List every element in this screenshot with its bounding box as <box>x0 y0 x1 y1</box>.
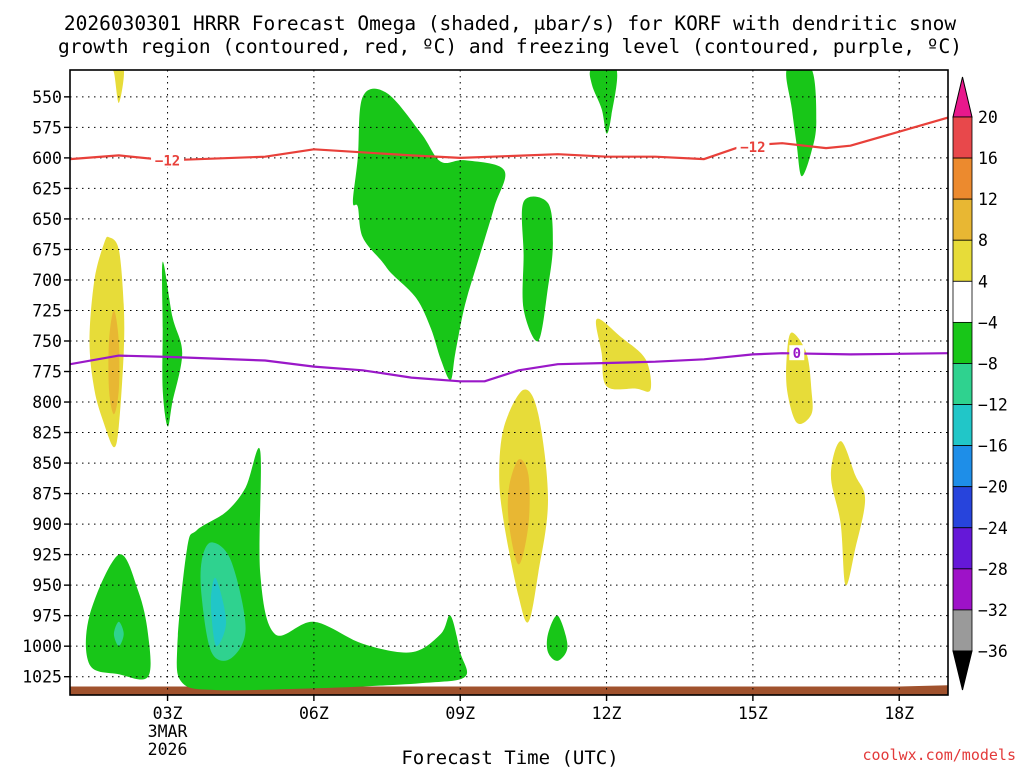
omega-region-1 <box>589 70 618 134</box>
contour-lines: −12 −12 0 <box>70 116 948 383</box>
colorbar-top-arrow <box>952 76 973 118</box>
colorbar: 20 16 12 8 4 −4 −8 −12 −16 −20 −24 −28 −32 −36 <box>952 76 1008 691</box>
colorbar-bin-11 <box>952 568 973 611</box>
omega-region-0 <box>112 70 125 104</box>
colorbar-bin-6 <box>952 363 973 405</box>
y-tick-label: 750 <box>32 332 62 351</box>
omega-region-11 <box>507 459 530 565</box>
colorbar-label: −36 <box>978 642 1008 661</box>
contour-line-1 <box>70 352 948 383</box>
colorbar-label: −24 <box>978 519 1008 538</box>
y-tick-label: 725 <box>32 301 62 320</box>
omega-region-15 <box>210 577 227 647</box>
x-tick-sublabel: 2026 <box>148 740 188 759</box>
x-tick-label: 18Z <box>884 704 914 723</box>
y-tick-label: 775 <box>32 363 62 382</box>
colorbar-bin-12 <box>952 609 973 652</box>
y-tick-label: 700 <box>32 271 62 290</box>
y-tick-label: 650 <box>32 210 62 229</box>
chart-title-line-2: growth region (contoured, red, ºC) and f… <box>58 35 962 58</box>
omega-region-7 <box>161 261 183 427</box>
omega-region-14 <box>200 542 246 661</box>
x-axis-title: Forecast Time (UTC) <box>401 747 618 768</box>
colorbar-label: 16 <box>978 149 998 168</box>
y-tick-label: 575 <box>32 118 62 137</box>
omega-region-16 <box>85 554 151 680</box>
colorbar-label: −32 <box>978 601 1008 620</box>
y-tick-label: 900 <box>32 515 62 534</box>
colorbar-label: 4 <box>978 272 988 291</box>
contour-label-0: −12 <box>155 153 180 169</box>
colorbar-label: 20 <box>978 108 998 127</box>
y-tick-label: 950 <box>32 576 62 595</box>
omega-region-17 <box>113 621 124 647</box>
omega-region-13 <box>176 447 468 691</box>
colorbar-label: −8 <box>978 354 998 373</box>
y-tick-label: 800 <box>32 393 62 412</box>
colorbar-bin-8 <box>952 445 973 488</box>
omega-region-5 <box>89 236 125 448</box>
colorbar-bin-9 <box>952 486 973 529</box>
gridlines <box>70 70 948 695</box>
y-tick-label: 625 <box>32 179 62 198</box>
omega-region-12 <box>830 441 866 586</box>
contour-label-bg <box>151 152 185 168</box>
y-tick-label: 825 <box>32 424 62 443</box>
omega-region-4 <box>521 196 553 342</box>
y-tick-label: 550 <box>32 88 62 107</box>
x-tick-label: 06Z <box>299 704 329 723</box>
colorbar-bin-10 <box>952 527 973 570</box>
omega-region-3 <box>352 88 506 381</box>
contour-label-bg <box>736 138 770 154</box>
x-tick-label: 15Z <box>738 704 768 723</box>
colorbar-label: −12 <box>978 396 1008 415</box>
omega-region-6 <box>108 310 120 415</box>
contour-label-1: −12 <box>740 140 765 156</box>
chart-title-line-1: 2026030301 HRRR Forecast Omega (shaded, … <box>64 12 956 35</box>
colorbar-bin-3 <box>952 239 973 282</box>
contour-label-bg <box>789 345 805 361</box>
colorbar-bin-1 <box>952 157 973 200</box>
y-tick-label: 1025 <box>22 668 62 687</box>
colorbar-label: −4 <box>978 313 998 332</box>
colorbar-label: 8 <box>978 231 988 250</box>
contour-label-2: 0 <box>793 346 801 362</box>
colorbar-bin-7 <box>952 404 973 447</box>
contour-line-0 <box>70 116 948 162</box>
colorbar-bottom-arrow <box>952 650 973 691</box>
credit-link[interactable]: coolwx.com/models <box>862 746 1016 764</box>
omega-region-18 <box>546 615 568 661</box>
y-tick-label: 975 <box>32 607 62 626</box>
x-tick-label: 09Z <box>445 704 475 723</box>
colorbar-bin-0 <box>952 116 973 159</box>
y-tick-label: 850 <box>32 454 62 473</box>
omega-region-8 <box>595 318 652 392</box>
colorbar-label: 12 <box>978 190 998 209</box>
x-tick-label: 12Z <box>592 704 622 723</box>
colorbar-bin-4 <box>952 280 973 323</box>
y-tick-label: 925 <box>32 546 62 565</box>
y-tick-label: 875 <box>32 485 62 504</box>
omega-region-2 <box>786 70 817 177</box>
x-tick-sublabel: 3MAR <box>148 722 188 741</box>
colorbar-label: −28 <box>978 560 1008 579</box>
plot-frame <box>69 69 949 696</box>
y-axis-ticks: 550 575 600 625 650 675 700 725 750 775 800 825 850 8… <box>22 88 70 687</box>
y-tick-label: 675 <box>32 240 62 259</box>
colorbar-label: −16 <box>978 437 1008 456</box>
x-tick-label: 03Z <box>153 704 183 723</box>
colorbar-bin-2 <box>952 198 973 241</box>
y-tick-label: 600 <box>32 149 62 168</box>
colorbar-bin-5 <box>952 321 973 364</box>
y-tick-label: 1000 <box>22 637 62 656</box>
colorbar-label: −20 <box>978 478 1008 497</box>
